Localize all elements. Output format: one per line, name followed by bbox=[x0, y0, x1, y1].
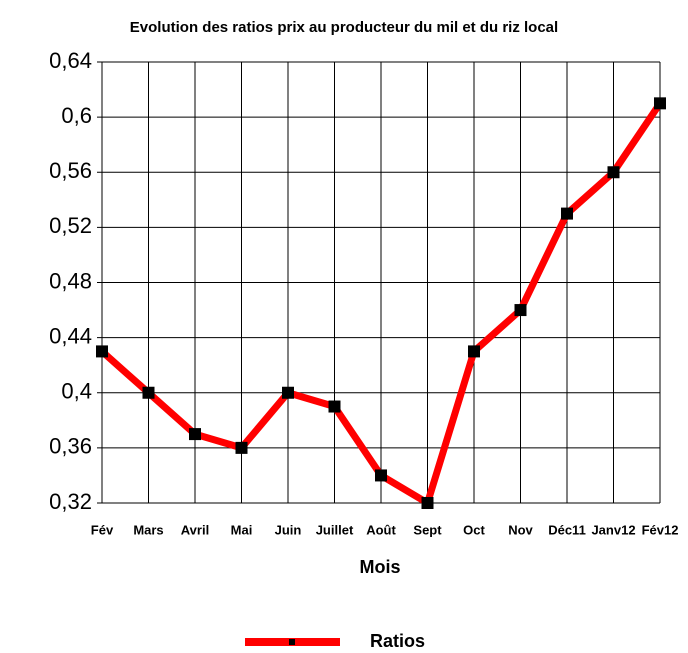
x-tick-label: Déc11 bbox=[548, 522, 586, 537]
marker bbox=[96, 345, 108, 358]
marker bbox=[421, 497, 434, 509]
marker bbox=[235, 441, 248, 454]
y-tick-label: 0,4 bbox=[61, 379, 92, 404]
y-tick-label: 0,64 bbox=[49, 48, 92, 73]
marker bbox=[375, 469, 387, 482]
x-axis-label: Mois bbox=[359, 557, 400, 577]
y-tick-label: 0,6 bbox=[61, 103, 92, 128]
legend-marker bbox=[289, 639, 295, 645]
x-tick-label: Mai bbox=[231, 522, 253, 537]
y-tick-label: 0,48 bbox=[49, 268, 92, 293]
marker bbox=[142, 386, 155, 399]
marker bbox=[654, 97, 666, 110]
y-tick-label: 0,44 bbox=[49, 323, 92, 348]
x-tick-label: Juin bbox=[275, 522, 302, 537]
y-tick-label: 0,36 bbox=[49, 434, 92, 459]
marker bbox=[328, 400, 341, 413]
marker bbox=[468, 345, 480, 358]
x-tick-label: Fév12 bbox=[642, 522, 679, 537]
x-tick-label: Avril bbox=[181, 522, 209, 537]
y-tick-label: 0,32 bbox=[49, 489, 92, 514]
x-tick-label: Fév bbox=[91, 522, 114, 537]
x-tick-label: Nov bbox=[508, 522, 533, 537]
x-tick-label: Mars bbox=[133, 522, 163, 537]
marker bbox=[607, 166, 620, 179]
x-tick-label: Août bbox=[366, 522, 396, 537]
y-tick-label: 0,56 bbox=[49, 158, 92, 183]
y-tick-label: 0,52 bbox=[49, 213, 92, 238]
marker bbox=[514, 304, 527, 317]
x-tick-label: Juillet bbox=[316, 522, 354, 537]
legend-label: Ratios bbox=[370, 631, 425, 651]
marker bbox=[189, 428, 201, 441]
marker bbox=[561, 207, 573, 220]
x-tick-label: Janv12 bbox=[591, 522, 635, 537]
chart-title: Evolution des ratios prix au producteur … bbox=[130, 19, 558, 36]
x-tick-label: Oct bbox=[463, 522, 485, 537]
x-tick-label: Sept bbox=[413, 522, 442, 537]
marker bbox=[282, 386, 294, 399]
